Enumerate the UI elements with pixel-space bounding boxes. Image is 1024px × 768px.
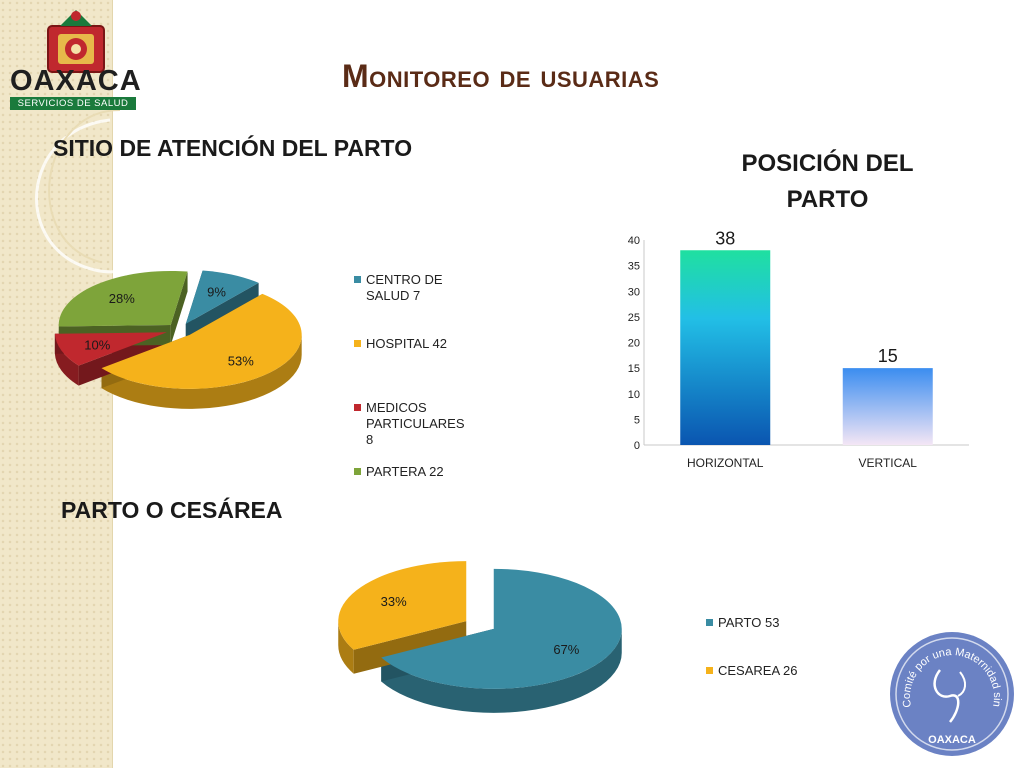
legend-swatch — [354, 468, 361, 475]
pie-slice-hospital — [101, 293, 302, 389]
legend-label: CENTRO DE SALUD 7 — [366, 272, 443, 303]
pie-data-label: 53% — [228, 354, 254, 369]
pie1-title: SITIO DE ATENCIÓN DEL PARTO — [53, 135, 413, 161]
y-tick-label: 15 — [628, 363, 640, 375]
logo-text: OAXACA — [10, 65, 142, 97]
pie-slice-cesarea — [338, 561, 467, 650]
pie-chart-sitio: 9% 53% 10% 28% — [54, 270, 302, 409]
legend-label: PARTO 53 — [718, 615, 780, 630]
y-tick-label: 40 — [628, 235, 640, 247]
legend-swatch — [354, 340, 361, 347]
pie-data-label: 28% — [109, 291, 135, 306]
pie-slice-side-1 — [338, 621, 467, 674]
comite-seal-icon: Comité por una Maternidad sin riesgos OA… — [888, 630, 1014, 756]
pie-slice-partera — [58, 270, 188, 327]
pie-data-label: 67% — [553, 642, 579, 657]
x-tick-label: VERTICAL — [859, 456, 918, 470]
pie-data-label: 9% — [207, 284, 226, 299]
legend-label: HOSPITAL 42 — [366, 336, 447, 351]
legend-swatch — [354, 404, 361, 411]
bar-chart-title: POSICIÓN DEL PARTO — [741, 150, 914, 213]
legend-label: PARTERA 22 — [366, 464, 444, 479]
pie1-legend: CENTRO DE SALUD 7 HOSPITAL 42 MEDICOS PART… — [354, 272, 484, 487]
pie-slice-parto — [381, 568, 622, 689]
y-tick-label: 25 — [628, 312, 640, 324]
bar-data-label: 15 — [878, 346, 898, 366]
x-tick-label: HORIZONTAL — [687, 456, 764, 470]
pie-data-label: 10% — [84, 337, 110, 352]
logo-subtitle: SERVICIOS DE SALUD — [10, 97, 136, 110]
y-tick-label: 30 — [628, 286, 640, 298]
y-tick-label: 5 — [634, 414, 640, 426]
coat-of-arms-icon — [47, 10, 105, 73]
y-tick-label: 20 — [628, 338, 640, 350]
seal-place: OAXACA — [928, 734, 976, 746]
legend-swatch — [706, 667, 713, 674]
y-tick-label: 35 — [628, 261, 640, 273]
pie-data-label: 33% — [381, 594, 407, 609]
pie-slice-centro-de-salud — [185, 270, 259, 324]
pie-chart-parto-cesarea: 67% 33% — [338, 561, 622, 713]
legend-label: MEDICOS PARTICULARES 8 — [366, 400, 465, 447]
pie2-legend: PARTO 53 CESAREA 26 — [706, 615, 836, 695]
page-title: Monitoreo de usuarias — [342, 58, 660, 94]
bar-horizontal — [680, 250, 771, 445]
bar-data-label: 38 — [715, 228, 735, 248]
y-tick-label: 0 — [634, 440, 640, 452]
legend-swatch — [706, 619, 713, 626]
bar-chart-posicion: 0 5 10 15 20 25 30 35 40 38 HORIZONTAL 15 VERTICAL — [628, 228, 969, 470]
pie2-title: PARTO O CESÁREA — [61, 497, 283, 523]
pie-slice-medicos-particulares — [54, 332, 167, 366]
bar-vertical — [842, 368, 933, 445]
legend-swatch — [354, 276, 361, 283]
legend-label: CESAREA 26 — [718, 663, 798, 678]
oaxaca-logo — [8, 6, 140, 114]
y-tick-label: 10 — [628, 389, 640, 401]
